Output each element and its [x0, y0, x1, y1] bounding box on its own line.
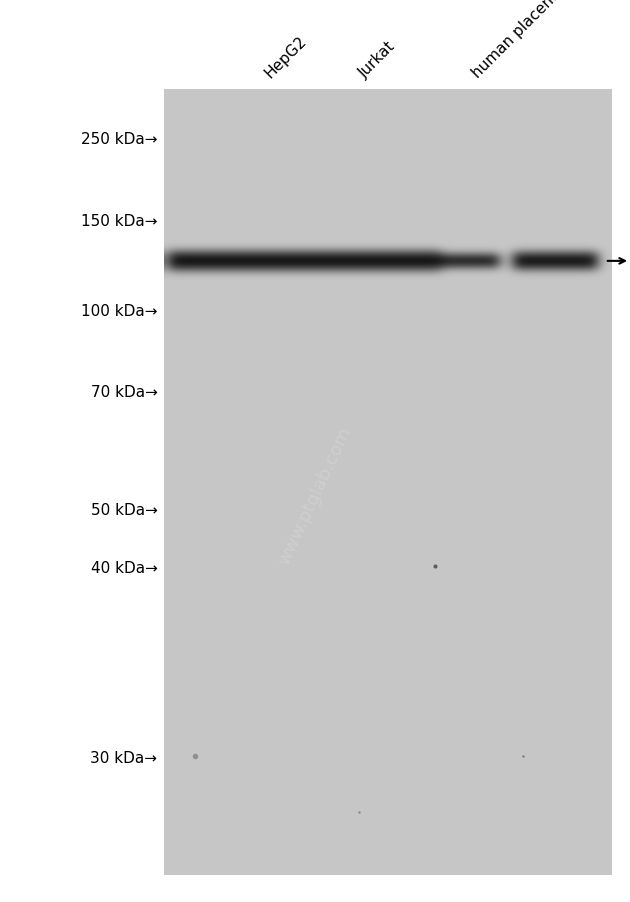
- Text: 50 kDa→: 50 kDa→: [91, 502, 158, 517]
- Text: 70 kDa→: 70 kDa→: [91, 385, 158, 400]
- Text: Jurkat: Jurkat: [356, 39, 398, 81]
- Text: 30 kDa→: 30 kDa→: [91, 750, 158, 765]
- Text: 100 kDa→: 100 kDa→: [81, 304, 158, 318]
- Text: 150 kDa→: 150 kDa→: [81, 214, 158, 228]
- Bar: [164, 90, 611, 875]
- Text: 40 kDa→: 40 kDa→: [91, 561, 158, 575]
- Text: HepG2: HepG2: [261, 33, 309, 81]
- Text: human placenta: human placenta: [469, 0, 568, 81]
- Text: www.ptglab.com: www.ptglab.com: [275, 424, 355, 568]
- Text: 250 kDa→: 250 kDa→: [81, 133, 158, 147]
